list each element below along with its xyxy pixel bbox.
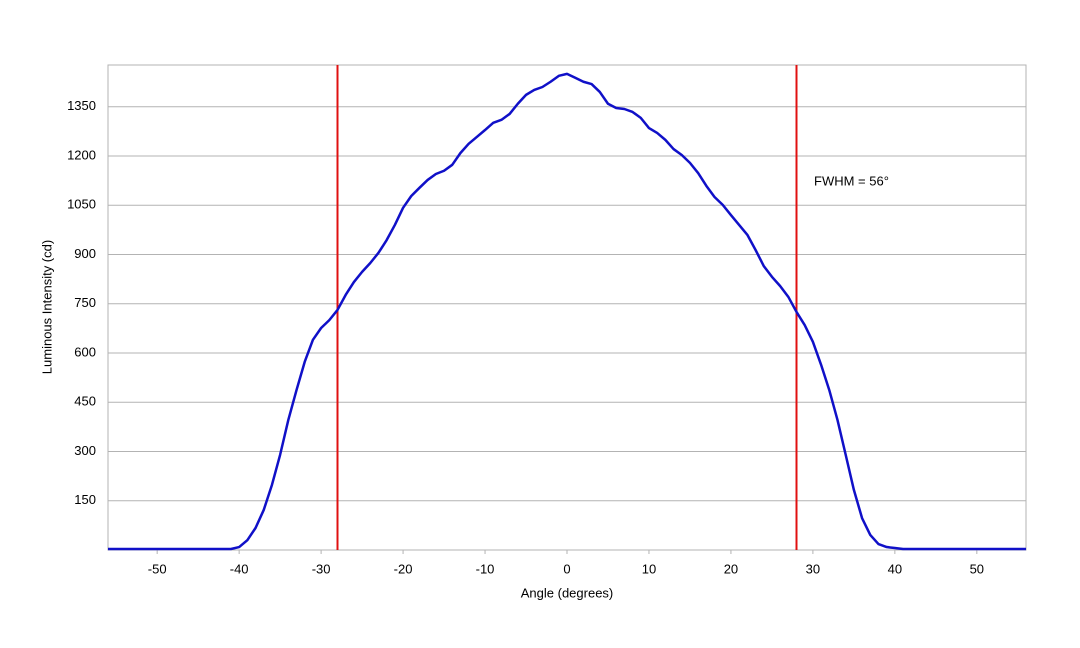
x-tick-label: -30 <box>312 561 331 576</box>
x-axis-label: Angle (degrees) <box>521 585 614 600</box>
data-line <box>108 72 1026 551</box>
plot-border <box>107 64 1027 551</box>
x-tick-label: 50 <box>970 561 984 576</box>
x-tick-label: -50 <box>148 561 167 576</box>
x-tick-label: 10 <box>642 561 656 576</box>
x-tick-label: -10 <box>476 561 495 576</box>
y-tick-label: 600 <box>74 344 96 359</box>
x-tick-label: -40 <box>230 561 249 576</box>
x-tick-label: 40 <box>888 561 902 576</box>
x-tick-label: 30 <box>806 561 820 576</box>
y-tick-label: 300 <box>74 443 96 458</box>
x-tick-label: -20 <box>394 561 413 576</box>
y-tick-label: 750 <box>74 295 96 310</box>
x-tick-label: 0 <box>563 561 570 576</box>
annotation: FWHM = 56° <box>814 173 889 188</box>
y-tick-label: 150 <box>74 492 96 507</box>
y-tick-label: 900 <box>74 246 96 261</box>
y-tick-label: 1350 <box>67 98 96 113</box>
y-axis-label: Luminous Intensity (cd) <box>39 240 54 374</box>
x-tick-label: 20 <box>724 561 738 576</box>
y-tick-label: 1200 <box>67 147 96 162</box>
y-tick-label: 450 <box>74 394 96 409</box>
y-tick-label: 1050 <box>67 197 96 212</box>
